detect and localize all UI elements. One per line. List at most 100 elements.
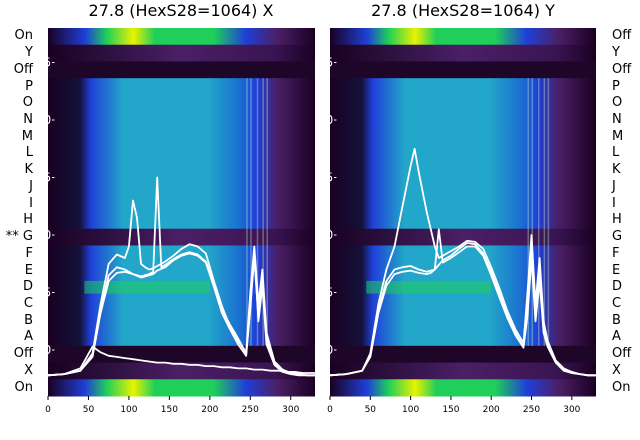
row-label: L: [25, 145, 33, 161]
heat-row: [330, 28, 596, 46]
row-label: F: [612, 245, 620, 261]
row-label: O: [22, 95, 33, 111]
series-line: [47, 252, 315, 377]
row-label: J: [612, 178, 616, 194]
heat-row: [330, 145, 596, 163]
y-tick-label-right: 25: [318, 56, 333, 70]
heat-column-artifact: [266, 78, 268, 346]
y-tick-label: 5: [326, 286, 334, 300]
row-label: M: [612, 128, 624, 144]
heat-column-artifact: [256, 78, 259, 346]
x-tick-label: 300: [282, 405, 299, 415]
y-tick-label-right: 15: [318, 171, 333, 185]
row-label: Off: [13, 346, 33, 362]
row-label: Off: [612, 346, 632, 362]
row-label: L: [612, 145, 620, 161]
heat-row: [48, 345, 315, 364]
row-label: P: [612, 78, 620, 94]
heat-streak: [84, 280, 210, 294]
heat-column-artifact: [543, 78, 546, 346]
row-label: On: [612, 379, 631, 395]
row-label: ** G: [5, 229, 33, 245]
row-label: A: [24, 329, 33, 345]
row-label: E: [612, 262, 621, 278]
title-left: 27.8 (HexS28=1064) X: [88, 1, 274, 20]
row-label: X: [612, 362, 621, 378]
y-tick-label-right: 0: [318, 343, 326, 357]
y-tick-label: 0: [44, 343, 52, 357]
heat-row: [330, 128, 596, 146]
row-label: N: [612, 112, 622, 127]
heat-row: [48, 161, 315, 180]
row-label: J: [29, 178, 33, 194]
heat-row: [330, 212, 596, 230]
heat-row: [48, 262, 315, 280]
heat-row: [330, 178, 596, 196]
row-label: N: [23, 112, 33, 127]
heat-column-artifact: [262, 78, 264, 346]
y-tick-label-right: 20: [318, 113, 333, 127]
row-label: I: [612, 195, 616, 211]
x-tick-label: 100: [402, 405, 419, 415]
x-tick-label: 200: [483, 405, 500, 415]
heat-row: [330, 78, 596, 96]
heat-row: [48, 295, 315, 313]
heat-row: [330, 329, 596, 347]
heat-row: [48, 379, 315, 397]
series-line: [329, 147, 596, 377]
y-tick-label: 25: [318, 56, 333, 70]
x-tick-label: 200: [201, 405, 218, 415]
y-tick-label: 5: [44, 286, 52, 300]
row-label: K: [24, 162, 33, 178]
heat-row: [330, 161, 596, 180]
heat-row: [330, 379, 596, 397]
title-right: 27.8 (HexS28=1064) Y: [371, 1, 555, 20]
heat-row: [48, 145, 315, 163]
x-tick-label: 50: [83, 405, 95, 415]
row-label: C: [612, 296, 622, 311]
row-label: F: [25, 245, 33, 261]
y-tick-label-right: 10: [318, 228, 333, 242]
y-tick-label: 10: [318, 228, 333, 242]
heat-row: [330, 345, 596, 364]
row-label: D: [612, 279, 623, 295]
heat-column-artifact: [527, 78, 529, 346]
y-tick-label: 20: [318, 113, 333, 127]
y-tick-label: 0: [326, 343, 334, 357]
heat-row: [330, 94, 596, 113]
y-tick-label: 15: [36, 171, 51, 185]
heat-row: [330, 111, 596, 129]
x-tick-label: 300: [563, 405, 580, 415]
x-tick-label: 250: [242, 405, 259, 415]
row-label: B: [612, 312, 621, 328]
heat-row: [48, 312, 315, 330]
row-label: X: [24, 362, 33, 378]
heat-row: [48, 228, 315, 246]
heat-row: [330, 44, 596, 62]
heat-row: [330, 312, 596, 330]
y-tick-label: 25: [36, 56, 51, 70]
heat-row: [48, 78, 315, 96]
heat-row: [48, 178, 315, 196]
x-tick-label: 0: [45, 405, 51, 415]
row-label: C: [23, 296, 33, 311]
heat-row: [48, 28, 315, 46]
heat-row: [48, 94, 315, 113]
row-label: On: [14, 379, 33, 395]
row-label: D: [22, 279, 33, 295]
row-label: K: [612, 162, 621, 178]
heat-row: [48, 329, 315, 347]
heat-row: [330, 245, 596, 263]
row-label: Y: [612, 45, 620, 61]
heat-row: [330, 295, 596, 313]
heat-column-artifact: [547, 78, 550, 346]
row-label: G: [612, 229, 623, 245]
heat-column-artifact: [250, 78, 252, 346]
heat-column-artifact: [537, 78, 540, 346]
heat-row: [48, 44, 315, 62]
heat-row: [48, 111, 315, 129]
series-line: [47, 345, 315, 377]
